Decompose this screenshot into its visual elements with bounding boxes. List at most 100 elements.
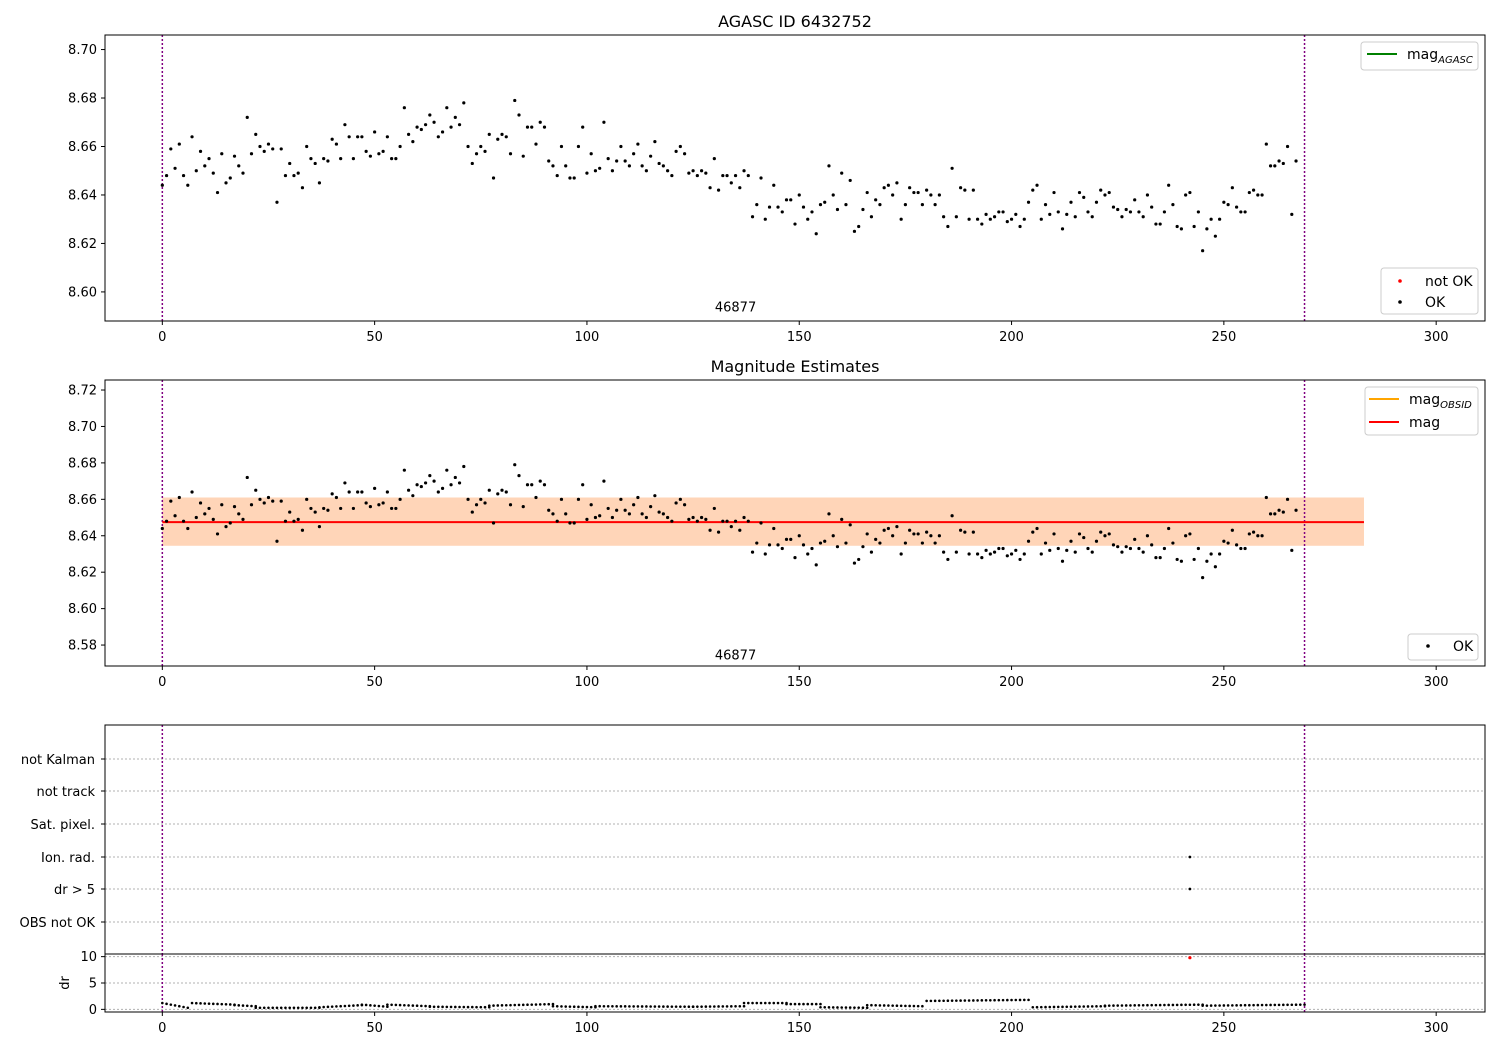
data-point — [644, 515, 648, 520]
data-point — [194, 169, 198, 173]
data-point — [470, 510, 474, 514]
dr-point — [487, 1004, 491, 1007]
data-point — [1031, 530, 1035, 534]
data-point — [411, 140, 415, 144]
dr-point — [224, 1003, 228, 1006]
data-point — [385, 490, 389, 494]
flag-point — [1188, 887, 1192, 891]
x-tick-label: 0 — [158, 675, 166, 690]
data-point — [407, 132, 411, 136]
dr-point — [449, 1005, 453, 1009]
dr-point — [1133, 1004, 1136, 1007]
dr-point — [1197, 1003, 1200, 1006]
dr-point — [581, 1005, 584, 1009]
dr-point — [500, 1004, 504, 1007]
data-point — [661, 512, 665, 516]
x-tick-label: 50 — [366, 330, 383, 345]
dr-point — [814, 1002, 818, 1006]
data-point — [988, 217, 992, 221]
dr-point — [717, 1005, 720, 1008]
dr-point — [245, 1004, 249, 1008]
data-point — [300, 528, 305, 532]
dr-point — [831, 1006, 835, 1009]
data-point — [1196, 546, 1200, 551]
dr-point — [182, 1005, 185, 1009]
data-point — [373, 486, 377, 490]
data-point — [322, 157, 326, 161]
dr-point — [360, 1003, 364, 1006]
data-point — [483, 149, 487, 153]
data-point — [725, 173, 729, 178]
dr-point — [284, 1006, 287, 1010]
data-point — [232, 505, 237, 509]
dr-point — [1205, 1004, 1209, 1007]
data-point — [1120, 215, 1124, 219]
data-point — [228, 521, 232, 525]
data-point — [695, 173, 699, 178]
dr-point — [730, 1005, 733, 1008]
dr-point — [793, 1002, 797, 1006]
data-point — [351, 506, 355, 511]
data-point — [810, 210, 814, 214]
data-point — [275, 539, 279, 543]
data-point — [908, 186, 912, 190]
dr-point — [1252, 1003, 1255, 1007]
data-point — [491, 176, 496, 180]
data-point — [767, 543, 772, 547]
data-point — [411, 494, 415, 498]
mid-axes-frame — [104, 379, 1486, 667]
dr-point — [708, 1005, 712, 1008]
data-point — [746, 519, 750, 523]
data-point — [857, 557, 861, 562]
data-point — [835, 545, 840, 549]
data-point — [538, 479, 542, 483]
data-point — [496, 137, 500, 141]
data-point — [971, 530, 975, 534]
dr-point — [696, 1005, 699, 1008]
data-point — [903, 541, 908, 545]
dr-axes-frame — [104, 953, 1486, 1013]
dr-point — [840, 1006, 844, 1009]
dr-point — [797, 1002, 801, 1006]
dr-point — [1184, 1003, 1187, 1007]
dr-point — [318, 1005, 321, 1009]
data-point — [211, 171, 215, 175]
data-point — [1188, 190, 1192, 195]
data-point — [661, 164, 665, 168]
x-tick-label: 150 — [787, 675, 812, 690]
data-point — [313, 161, 317, 166]
dr-point — [632, 1005, 635, 1008]
data-point — [946, 557, 950, 562]
data-point — [330, 492, 334, 496]
dr-point — [963, 999, 967, 1002]
data-point — [699, 515, 704, 520]
dr-point — [428, 1005, 432, 1009]
data-point — [207, 157, 211, 161]
data-point — [712, 157, 716, 161]
data-point — [1150, 543, 1154, 547]
data-point — [211, 517, 215, 521]
dr-point — [1218, 1004, 1221, 1007]
dr-plot-area: 0 50 100 150 200 250 300 0 5 10 — [80, 950, 1485, 1036]
legend-dot-swatch — [1426, 644, 1430, 648]
data-point — [1281, 510, 1285, 514]
data-point — [215, 190, 220, 195]
data-point — [666, 169, 670, 173]
data-point — [848, 178, 852, 183]
dr-point — [819, 1005, 822, 1009]
dr-outlier-point — [1188, 956, 1192, 960]
data-point — [899, 217, 903, 221]
data-point — [279, 499, 283, 503]
dr-point — [938, 999, 941, 1003]
dr-point — [551, 1002, 555, 1006]
data-point — [644, 169, 648, 173]
dr-point — [415, 1004, 419, 1008]
data-point — [1158, 222, 1162, 226]
data-point — [164, 173, 169, 178]
dr-point — [628, 1005, 631, 1008]
data-point — [636, 495, 640, 500]
dr-point — [1286, 1003, 1289, 1007]
dr-point — [589, 1005, 593, 1009]
y-tick-label: 8.64 — [68, 188, 97, 203]
data-point — [432, 479, 436, 483]
